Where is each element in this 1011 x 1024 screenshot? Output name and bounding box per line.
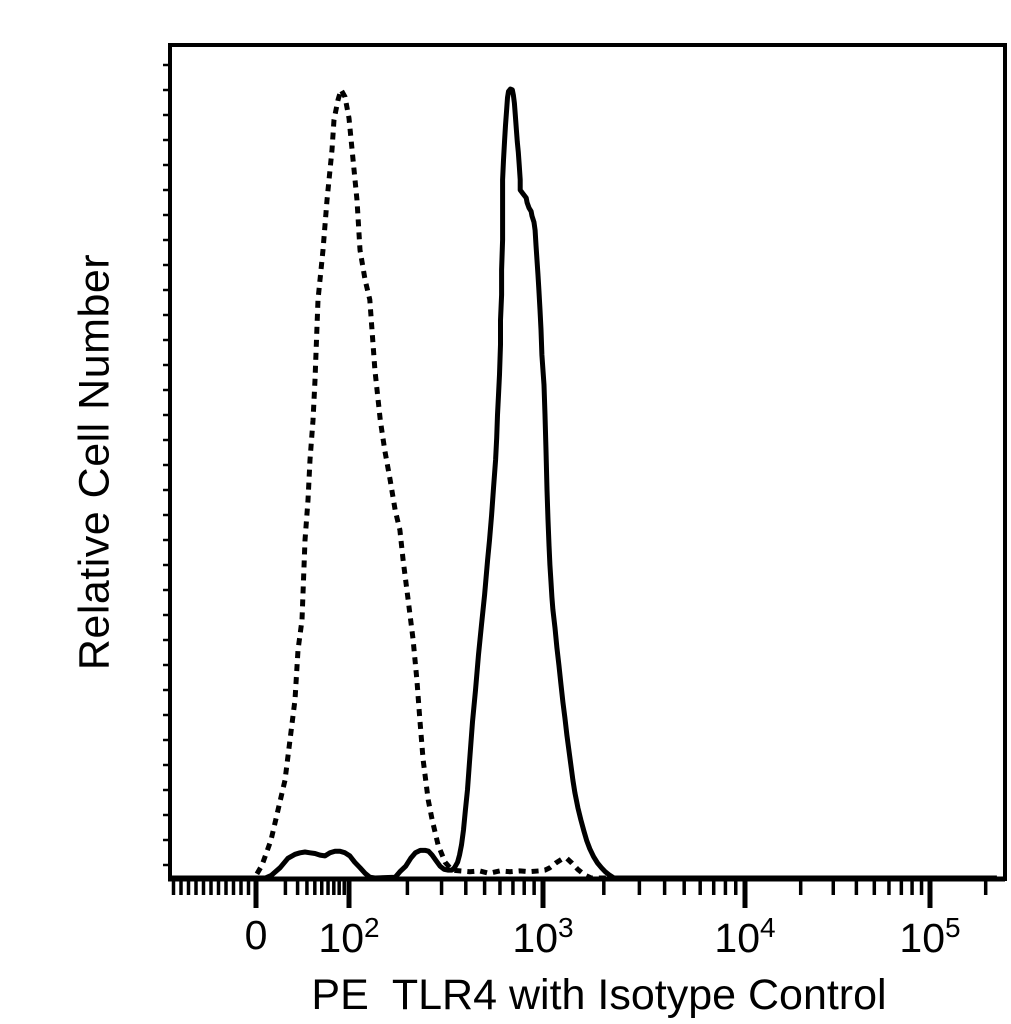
x-tick-label-1e2: 102 [318, 912, 380, 961]
y-axis-label: Relative Cell Number [70, 253, 119, 671]
plot-frame [168, 43, 1007, 881]
x-axis-label: PE TLR4 with Isotype Control [311, 971, 887, 1019]
x-tick-label-1e5: 105 [899, 912, 961, 961]
x-tick-label-1e4: 104 [714, 912, 776, 961]
tlr4-stained-curve [168, 86, 997, 881]
x-tick-label-1e3: 103 [512, 912, 574, 961]
isotype-control-curve [168, 87, 997, 881]
x-tick-label-0: 0 [244, 912, 268, 958]
